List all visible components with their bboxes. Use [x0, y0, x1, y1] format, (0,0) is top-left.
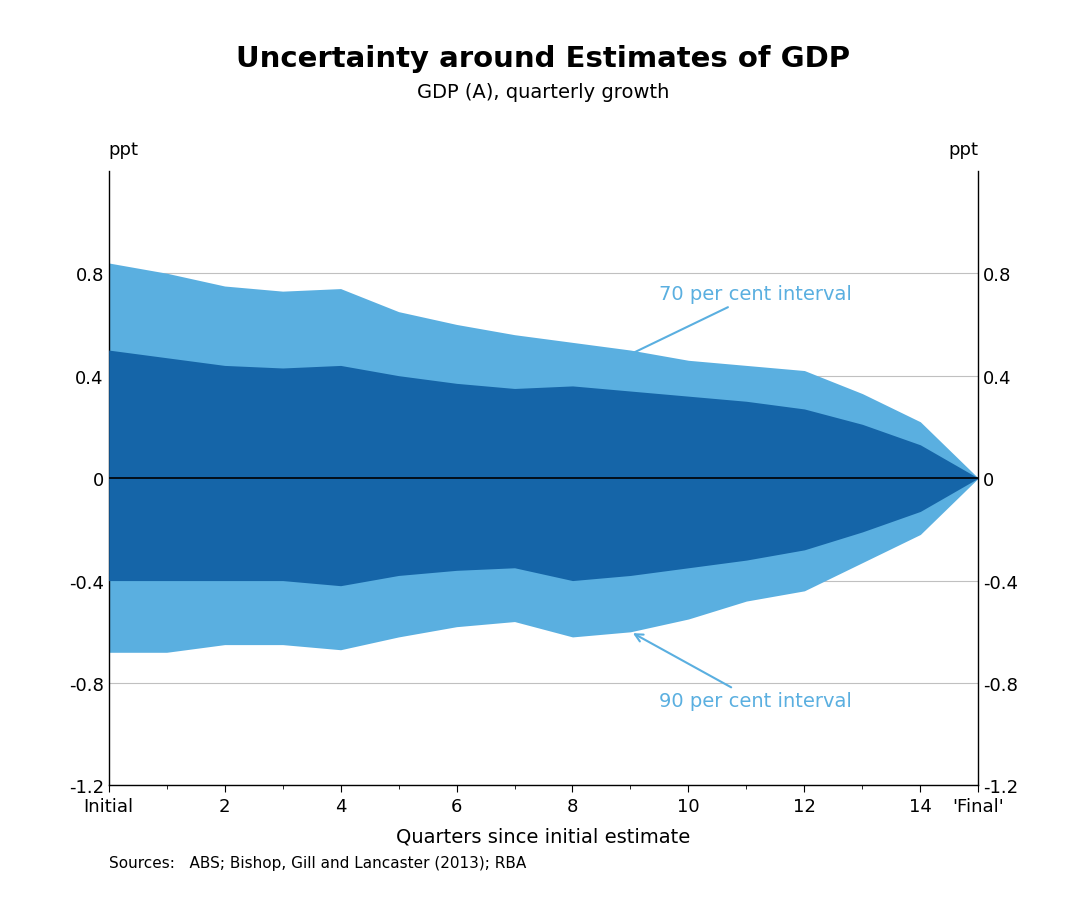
Text: 90 per cent interval: 90 per cent interval: [635, 635, 852, 711]
X-axis label: Quarters since initial estimate: Quarters since initial estimate: [397, 826, 690, 845]
Text: Sources:   ABS; Bishop, Gill and Lancaster (2013); RBA: Sources: ABS; Bishop, Gill and Lancaster…: [109, 855, 526, 870]
Text: ppt: ppt: [948, 141, 978, 159]
Text: GDP (A), quarterly growth: GDP (A), quarterly growth: [417, 82, 670, 102]
Text: ppt: ppt: [109, 141, 139, 159]
Text: 70 per cent interval: 70 per cent interval: [612, 284, 852, 364]
Text: Uncertainty around Estimates of GDP: Uncertainty around Estimates of GDP: [237, 45, 850, 72]
